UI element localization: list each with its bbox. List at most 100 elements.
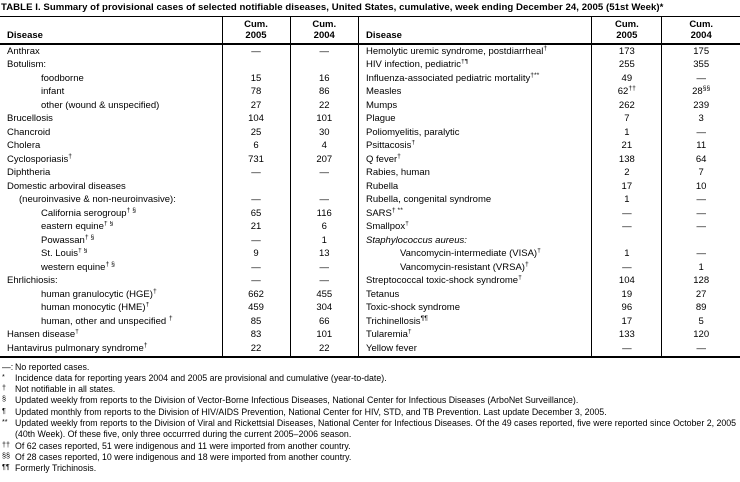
case-count: 731 xyxy=(221,153,290,167)
table-row: Cholera 6 4 xyxy=(0,139,358,153)
case-count: 104 xyxy=(591,274,662,288)
case-count: 133 xyxy=(591,328,662,342)
case-count: 173 xyxy=(591,44,662,59)
table-row: Tetanus 19 27 xyxy=(359,288,740,302)
disease-name: Ehrlichiosis: xyxy=(7,275,58,287)
disease-name: Cholera xyxy=(7,140,41,152)
case-count: 3 xyxy=(661,112,740,126)
case-count: — xyxy=(221,234,290,248)
table-row: human, other and unspecified † 85 66 xyxy=(0,315,358,329)
disease-name: Rubella xyxy=(366,180,399,192)
disease-name: Domestic arboviral diseases xyxy=(7,180,126,192)
disease-name: human, other and unspecified † xyxy=(41,315,173,327)
table-right-half: Disease Cum. 2005 Cum. 2004 Hemolytic ur… xyxy=(358,17,740,356)
case-count: — xyxy=(289,193,358,207)
column-header-cum-2005: Cum. 2005 xyxy=(591,17,662,45)
page-title: TABLE I. Summary of provisional cases of… xyxy=(1,2,664,13)
case-count: 1 xyxy=(661,261,740,275)
case-count: — xyxy=(661,207,740,221)
footnote-text: Formerly Trichinosis. xyxy=(15,463,97,474)
table-row: Measles 62†† 28§§ xyxy=(359,85,740,99)
table-row: Yellow fever — — xyxy=(359,342,740,356)
case-count: 86 xyxy=(289,85,358,99)
case-count xyxy=(591,234,662,248)
case-count: 1 xyxy=(289,234,358,248)
case-count: — xyxy=(661,193,740,207)
disease-name: Smallpox† xyxy=(366,220,409,233)
case-count: 21 xyxy=(221,220,290,234)
disease-name: Q fever† xyxy=(366,153,401,165)
case-count: — xyxy=(591,261,662,275)
case-count: 101 xyxy=(289,328,358,342)
table-row: eastern equine† § 21 6 xyxy=(0,220,358,234)
table-row: Q fever† 138 64 xyxy=(359,153,740,167)
disease-name: human granulocytic (HGE)† xyxy=(41,288,157,300)
table-row: Smallpox† — — xyxy=(359,220,740,234)
notifiable-diseases-table: Disease Cum. 2005 Cum. 2004 Anthrax — — Bot… xyxy=(0,16,740,358)
case-count: — xyxy=(661,126,740,140)
footnote-text: Of 62 cases reported, 51 were indigenous… xyxy=(15,440,351,451)
disease-name: Poliomyelitis, paralytic xyxy=(366,126,460,138)
column-header-disease: Disease xyxy=(358,17,592,45)
case-count: 28§§ xyxy=(661,85,740,99)
footnote-text: Updated weekly from reports to the Divis… xyxy=(15,395,579,406)
column-header-disease: Disease xyxy=(0,17,222,45)
table-row: human monocytic (HME)† 459 304 xyxy=(0,301,358,315)
table-row: HIV infection, pediatric†¶ 255 355 xyxy=(359,58,740,72)
disease-name: Mumps xyxy=(366,99,398,111)
case-count: 175 xyxy=(661,44,740,59)
disease-name: other (wound & unspecified) xyxy=(41,99,160,111)
footnote-marker: § xyxy=(2,394,6,404)
footnotes: —: No reported cases. * Incidence data for … xyxy=(0,358,740,475)
case-count: — xyxy=(289,44,358,59)
year-label: 2005 xyxy=(616,30,638,41)
case-count: 4 xyxy=(289,139,358,153)
disease-name: Hansen disease† xyxy=(7,328,79,341)
disease-name: infant xyxy=(41,86,65,98)
table-row: Rubella 17 10 xyxy=(359,180,740,194)
case-count: 120 xyxy=(661,328,740,342)
year-label: 2004 xyxy=(313,30,335,41)
table-row: other (wound & unspecified) 27 22 xyxy=(0,99,358,113)
case-count: — xyxy=(661,72,740,86)
table-row: infant 78 86 xyxy=(0,85,358,99)
footnote: §§ Of 28 cases reported, 10 were indigeno… xyxy=(1,451,738,463)
footnote: * Incidence data for reporting years 2004… xyxy=(1,372,738,384)
disease-name: Rubella, congenital syndrome xyxy=(366,194,492,206)
case-count: 662 xyxy=(221,288,290,302)
disease-name: western equine† § xyxy=(41,261,115,273)
case-count: — xyxy=(591,342,662,356)
case-count: 89 xyxy=(661,301,740,315)
case-count: 13 xyxy=(289,247,358,261)
disease-name: Anthrax xyxy=(7,45,40,57)
disease-name: Measles xyxy=(366,86,402,98)
table-row: Mumps 262 239 xyxy=(359,99,740,113)
case-count: 22 xyxy=(289,342,358,356)
table-row: Hansen disease† 83 101 xyxy=(0,328,358,342)
footnote-marker: † xyxy=(2,383,6,393)
disease-name: Hemolytic uremic syndrome, postdiarrheal… xyxy=(366,44,548,57)
footnote-text: No reported cases. xyxy=(15,361,90,372)
footnote: ¶¶ Formerly Trichinosis. xyxy=(1,462,738,474)
footnote-text: Updated monthly from reports to the Divi… xyxy=(15,406,607,417)
disease-name: California serogroup† § xyxy=(41,207,136,219)
table-row: Domestic arboviral diseases xyxy=(0,180,358,194)
table-row: Botulism: xyxy=(0,58,358,72)
case-count: — xyxy=(221,274,290,288)
table-row: Hemolytic uremic syndrome, postdiarrheal… xyxy=(359,44,740,59)
case-count: 10 xyxy=(661,180,740,194)
footnote-marker: —: xyxy=(2,361,14,372)
table-row: Chancroid 25 30 xyxy=(0,126,358,140)
table-row: Toxic-shock syndrome 96 89 xyxy=(359,301,740,315)
case-count: 116 xyxy=(289,207,358,221)
disease-name: Brucellosis xyxy=(7,113,53,125)
disease-name: Chancroid xyxy=(7,126,51,138)
footnote-text: Not notifiable in all states. xyxy=(15,384,116,395)
table-row: Influenza-associated pediatric mortality… xyxy=(359,72,740,86)
footnote: ¶ Updated monthly from reports to the Div… xyxy=(1,406,738,418)
table-left-half: Disease Cum. 2005 Cum. 2004 Anthrax — — Bot… xyxy=(0,17,358,356)
year-label: 2004 xyxy=(690,30,712,41)
case-count: 64 xyxy=(661,153,740,167)
footnote-text: Updated weekly from reports to the Divis… xyxy=(15,417,737,440)
table-row: Streptococcal toxic-shock syndrome† 104 12… xyxy=(359,274,740,288)
